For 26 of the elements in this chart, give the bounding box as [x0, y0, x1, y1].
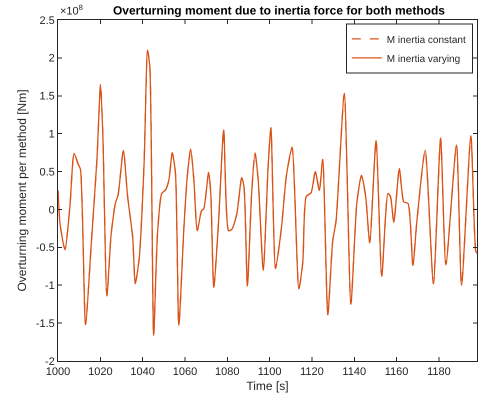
- y-tick-label: 1: [48, 128, 55, 141]
- y-tick-label: -1.5: [36, 318, 55, 330]
- x-tick-label: 1080: [215, 366, 240, 378]
- text: ×10$^{8}$: [60, 3, 83, 18]
- legend-label: M inertia varying: [386, 54, 460, 65]
- x-tick-label: 1180: [427, 366, 451, 378]
- x-tick-label: 1100: [258, 366, 282, 378]
- y-tick-label: -2: [45, 356, 55, 368]
- y-tick-label: 0: [48, 204, 55, 216]
- legend-label: M inertia constant: [386, 34, 466, 46]
- chart-title: Overturning moment due to inertia force for both methods: [112, 3, 446, 18]
- y-tick-label: 1.5: [40, 90, 55, 103]
- x-axis-title: Time [s]: [246, 379, 289, 394]
- y-axis-title: Overturning moment per method [Nm]: [15, 89, 30, 292]
- y-tick-label: 2: [48, 52, 55, 65]
- x-tick-label: 1120: [300, 366, 324, 378]
- x-tick-label: 1160: [384, 366, 408, 378]
- x-tick-label: 1040: [130, 366, 155, 378]
- x-tick-label: 1140: [342, 366, 366, 378]
- x-tick-label: 1020: [88, 366, 113, 378]
- y-tick-label: -0.5: [36, 242, 55, 254]
- y-tick-label: 2.5: [40, 14, 55, 27]
- x-tick-label: 1000: [46, 366, 70, 378]
- y-tick-label: 0.5: [40, 166, 55, 178]
- x-tick-label: 1060: [172, 366, 198, 378]
- y-tick-label: -1: [45, 280, 55, 292]
